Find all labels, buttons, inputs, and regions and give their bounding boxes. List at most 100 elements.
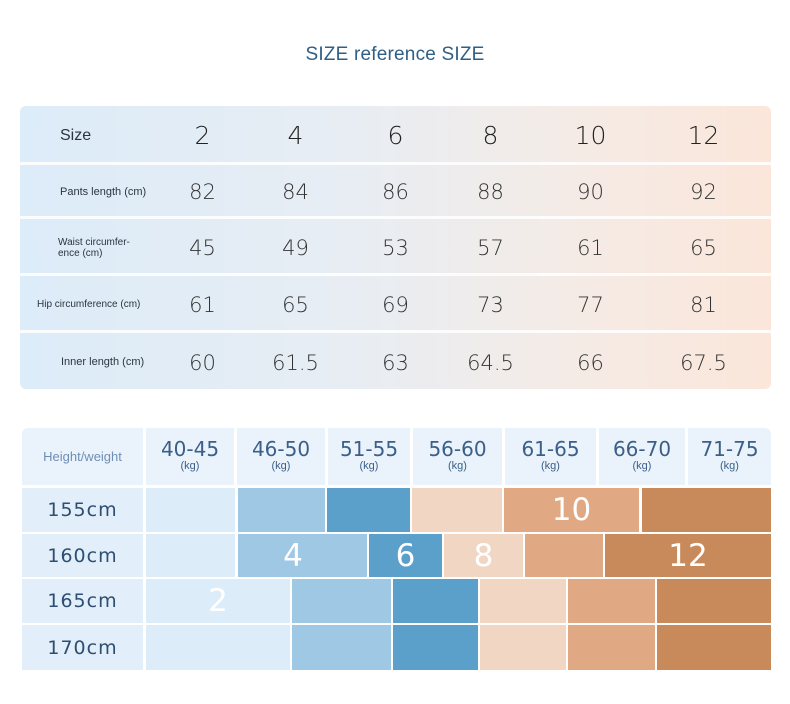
value-cell: 65 xyxy=(690,235,717,260)
size-2-label: 2 xyxy=(208,583,228,619)
weight-unit: (kg) xyxy=(632,460,652,473)
value-cell: 88 xyxy=(477,180,504,204)
size-8-band xyxy=(444,534,523,577)
weight-unit: (kg) xyxy=(180,460,200,473)
size-6-band xyxy=(327,488,410,532)
size-8-band xyxy=(480,625,566,670)
pants-length-row: Pants length (cm) 82 84 86 88 90 92 xyxy=(20,162,771,219)
weight-unit: (kg) xyxy=(359,460,379,473)
size-10-band xyxy=(568,625,655,670)
weight-header: 71-75 (kg) xyxy=(688,428,771,485)
value-cell: 73 xyxy=(477,292,504,317)
waist-row: Waist circumfer- ence (cm) 45 49 53 57 6… xyxy=(20,216,771,276)
corner-header: Height/weight xyxy=(22,428,143,485)
weight-unit: (kg) xyxy=(448,460,467,473)
size-12-band xyxy=(657,625,771,670)
size-4-label: 4 xyxy=(283,537,303,574)
value-cell: 65 xyxy=(282,292,309,317)
row-label: Waist circumfer- ence (cm) xyxy=(58,236,130,259)
value-cell: 61 xyxy=(577,235,604,260)
weight-range: 46-50 xyxy=(251,437,311,462)
size-4-band xyxy=(292,579,391,623)
page-title: SIZE reference SIZE xyxy=(305,44,485,65)
weight-header: 46-50 (kg) xyxy=(237,428,325,485)
size-8-label: 8 xyxy=(473,537,494,574)
size-chart-table: Size 2 4 6 8 10 12 Pants length (cm) 82 … xyxy=(20,106,771,389)
weight-range: 71-75 xyxy=(700,437,759,462)
weight-header: 40-45 (kg) xyxy=(146,428,234,485)
size-12-band xyxy=(657,579,771,623)
weight-unit: (kg) xyxy=(271,460,291,473)
value-cell: 84 xyxy=(282,180,309,204)
size-cell: 8 xyxy=(482,121,499,150)
size-6-band xyxy=(393,625,478,670)
size-cell: 10 xyxy=(574,121,607,150)
weight-header: 61-65 (kg) xyxy=(505,428,596,485)
size-header-row: Size 2 4 6 8 10 12 xyxy=(20,106,771,165)
value-cell: 67.5 xyxy=(680,350,727,375)
size-6-band xyxy=(369,534,442,577)
size-2-band xyxy=(146,488,235,532)
hip-row: Hip circumference (cm) 61 65 69 73 77 81 xyxy=(20,273,771,333)
value-cell: 49 xyxy=(282,235,309,260)
value-cell: 64.5 xyxy=(467,350,514,375)
weight-unit: (kg) xyxy=(541,460,560,473)
row-label: Pants length (cm) xyxy=(60,185,147,198)
height-label-165: 165cm xyxy=(22,579,143,623)
weight-range: 40-45 xyxy=(160,437,220,462)
value-cell: 90 xyxy=(577,180,604,204)
value-cell: 61.5 xyxy=(272,350,319,375)
value-cell: 69 xyxy=(382,292,409,317)
size-2-band xyxy=(146,625,290,670)
corner-label: Height/weight xyxy=(43,449,122,464)
value-cell: 92 xyxy=(690,180,717,204)
value-cell: 57 xyxy=(477,235,504,260)
weight-header: 56-60 (kg) xyxy=(413,428,502,485)
height-label-170: 170cm xyxy=(22,625,143,670)
value-cell: 63 xyxy=(382,350,409,375)
height-label-155: 155cm xyxy=(22,488,143,532)
inner-length-row: Inner length (cm) 60 61.5 63 64.5 66 67.… xyxy=(20,330,771,389)
size-8-band xyxy=(480,579,566,623)
size-10-band xyxy=(568,579,655,623)
size-cell: 6 xyxy=(387,121,404,150)
value-cell: 81 xyxy=(690,292,717,317)
value-cell: 60 xyxy=(189,350,216,375)
value-cell: 82 xyxy=(189,180,216,204)
size-12-label: 12 xyxy=(668,537,708,574)
size-2-band xyxy=(146,579,290,623)
size-cell: 12 xyxy=(687,121,720,150)
size-4-band xyxy=(238,534,367,577)
row-label: Hip circumference (cm) xyxy=(37,299,141,310)
row-label: Inner length (cm) xyxy=(61,356,145,369)
size-10-label: 10 xyxy=(551,492,592,528)
size-10-band xyxy=(525,534,603,577)
size-6-label: 6 xyxy=(395,537,416,574)
weight-header: 66-70 (kg) xyxy=(599,428,685,485)
weight-range: 66-70 xyxy=(612,437,672,462)
weight-unit: (kg) xyxy=(720,460,739,473)
value-cell: 61 xyxy=(189,292,216,317)
size-4-band xyxy=(238,488,325,532)
height-weight-fit-table: Height/weight 40-45 (kg) 46-50 (kg) 51-5… xyxy=(22,428,771,670)
size-6-band xyxy=(393,579,478,623)
size-cell: 2 xyxy=(194,121,211,150)
value-cell: 86 xyxy=(382,180,409,204)
size-2-band xyxy=(146,534,235,577)
weight-range: 51-55 xyxy=(339,437,399,462)
value-cell: 45 xyxy=(189,235,216,260)
size-12-band xyxy=(642,488,771,532)
height-label-160: 160cm xyxy=(22,534,143,577)
size-8-band xyxy=(412,488,502,532)
value-cell: 66 xyxy=(577,350,604,375)
value-cell: 77 xyxy=(577,292,604,317)
value-cell: 53 xyxy=(382,235,409,260)
size-10-band xyxy=(504,488,639,532)
size-header-label: Size xyxy=(60,126,92,144)
weight-range: 61-65 xyxy=(521,437,580,462)
size-cell: 4 xyxy=(287,121,304,150)
size-12-band xyxy=(605,534,771,577)
weight-header: 51-55 (kg) xyxy=(328,428,410,485)
size-4-band xyxy=(292,625,391,670)
weight-range: 56-60 xyxy=(428,437,487,462)
